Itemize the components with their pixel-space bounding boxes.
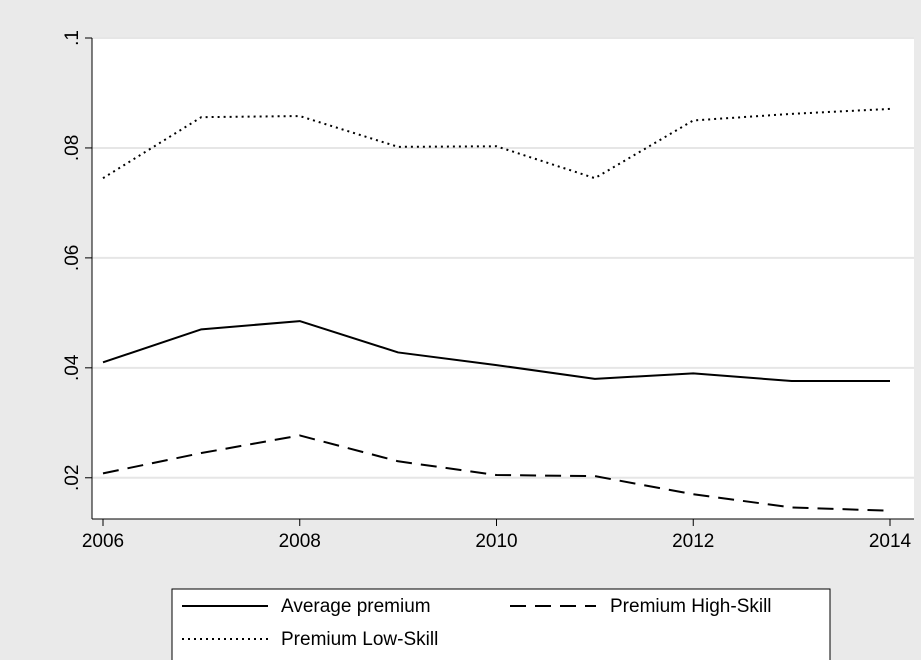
y-tick-label: .02 — [62, 465, 83, 491]
legend-label: Premium High-Skill — [610, 596, 772, 617]
x-tick-label: 2012 — [672, 531, 714, 552]
grid-lines — [92, 37, 914, 479]
series-lines — [102, 107, 891, 512]
legend: Average premium Premium High-Skill Premium… — [171, 588, 831, 660]
y-tick-label: .1 — [62, 30, 83, 46]
x-tick-label: 2010 — [475, 531, 517, 552]
series-line-premium-high-skill — [102, 434, 891, 512]
y-axis-ticks: .02 .04 .06 .08 .1 — [62, 30, 92, 491]
series-line-premium-low-skill — [102, 107, 891, 180]
series-line-average-premium — [102, 320, 890, 383]
y-tick-label: .04 — [62, 354, 83, 381]
x-axis-ticks: 2006 2008 2010 2012 2014 — [82, 519, 912, 552]
legend-box — [171, 588, 831, 660]
legend-label: Premium Low-Skill — [281, 629, 438, 650]
y-tick-label: .06 — [62, 245, 83, 271]
legend-label: Average premium — [281, 596, 431, 617]
x-tick-label: 2008 — [279, 531, 321, 552]
x-tick-label: 2006 — [82, 531, 124, 552]
plot-background — [92, 38, 914, 519]
y-tick-label: .08 — [62, 135, 83, 161]
x-tick-label: 2014 — [869, 531, 912, 552]
